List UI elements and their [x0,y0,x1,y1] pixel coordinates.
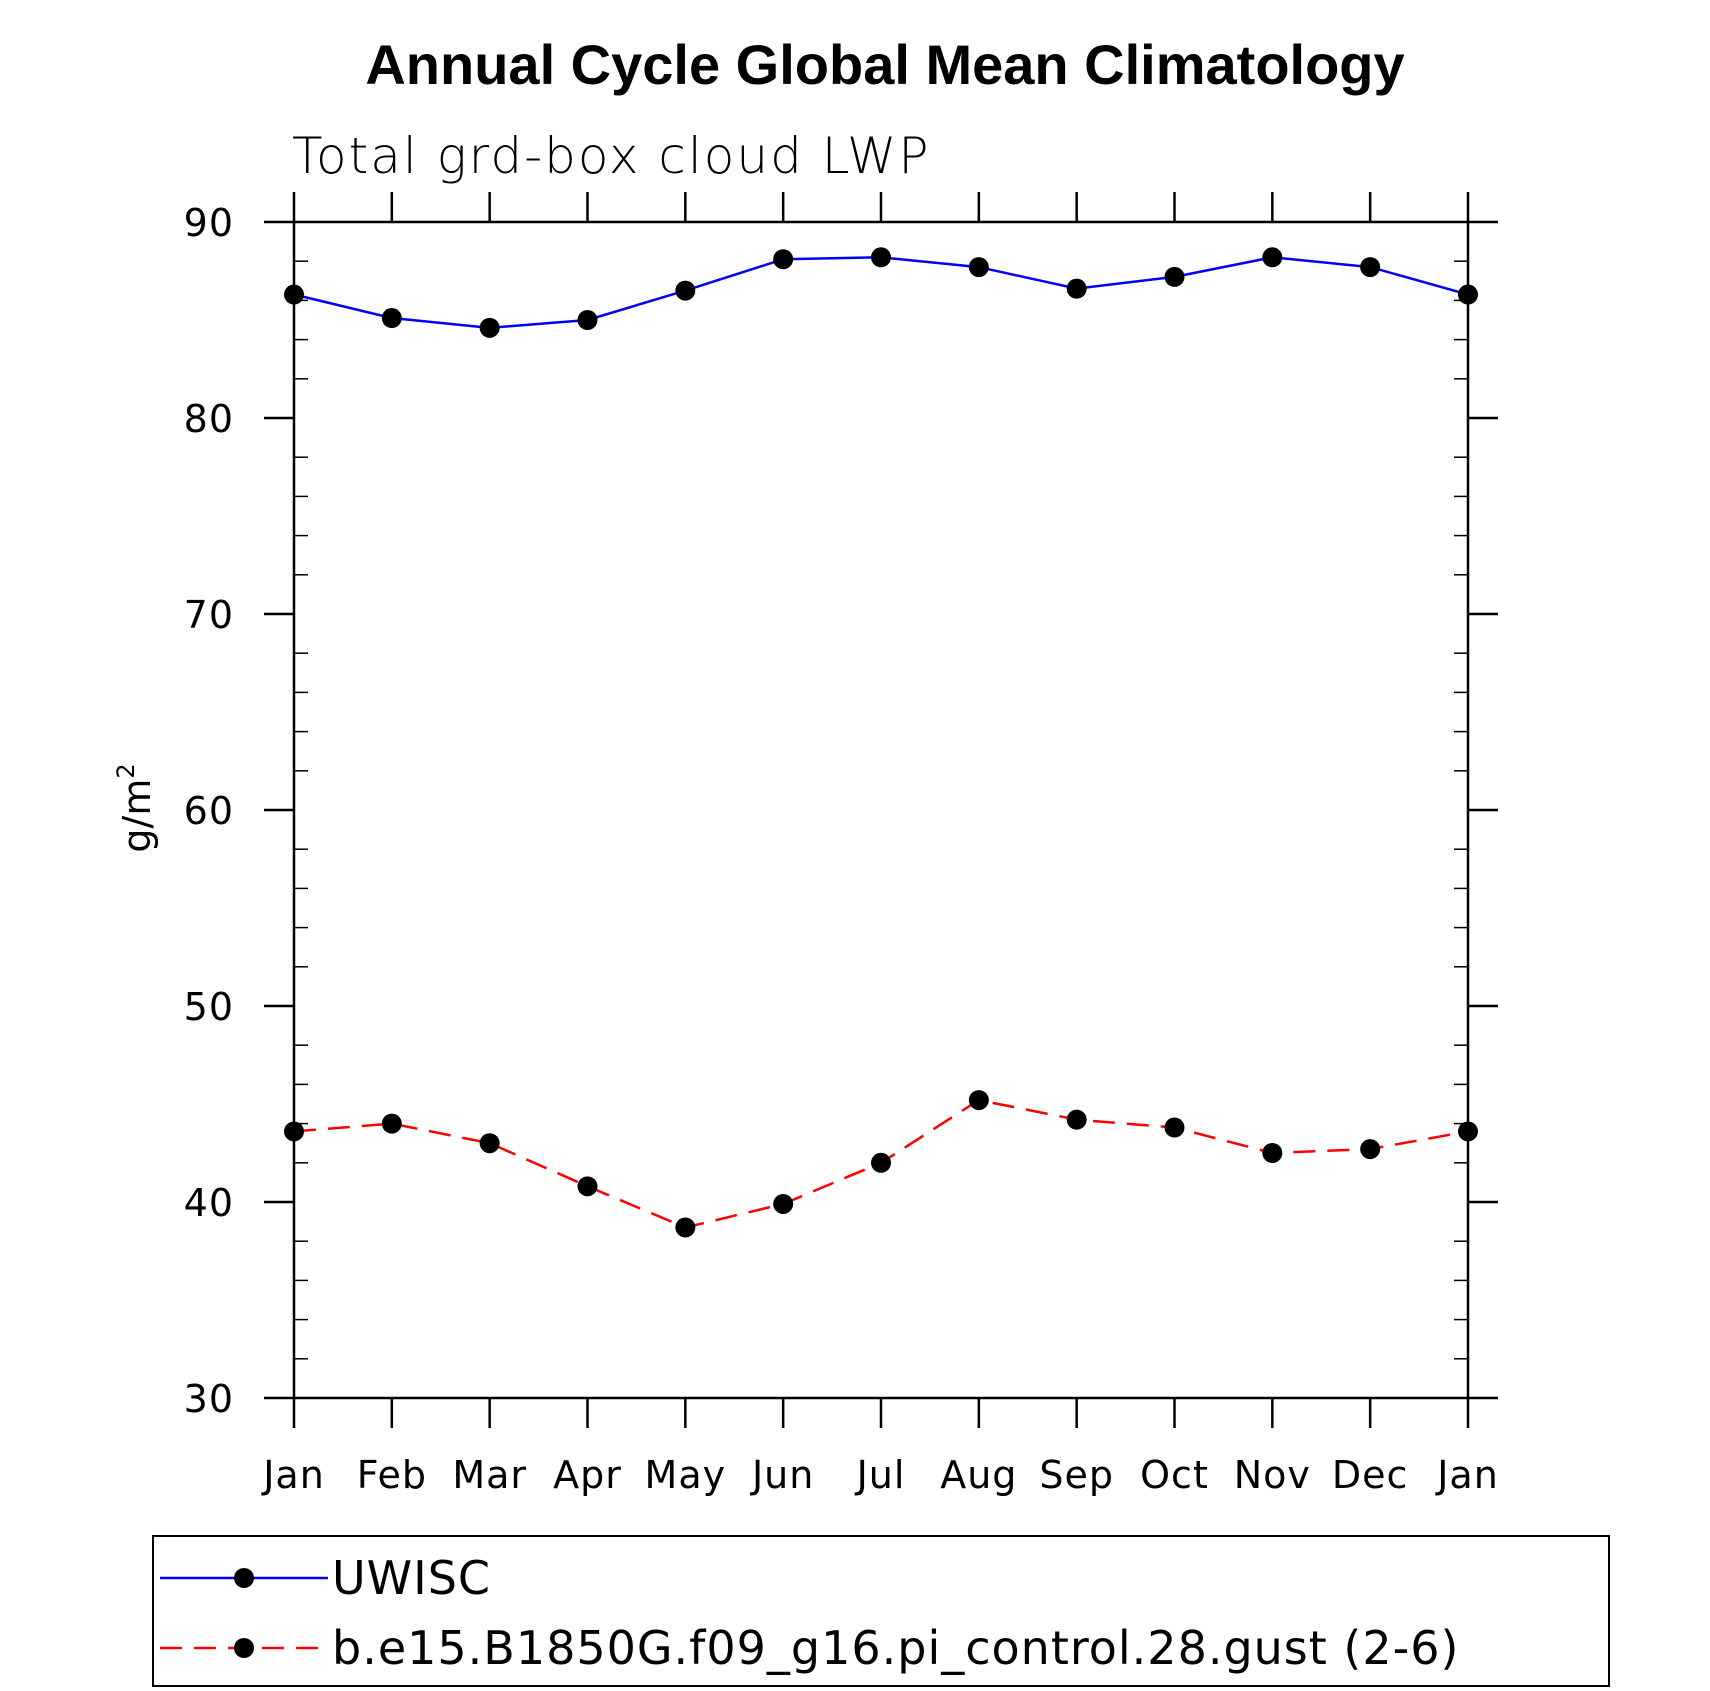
series-1-point [871,247,891,268]
x-tick-labels: Jan Feb Mar Apr May Jun Jul Aug Sep Oct Nov Dec Jan [261,1453,1499,1497]
y-axis-label-superscript: 2 [112,763,140,778]
x-tick-label: Mar [452,1453,527,1497]
series-1-point [577,310,598,330]
chart-subtitle: Total grd-box cloud LWP [292,127,931,185]
legend: UWISC b.e15.B1850G.f09_g16.pi_control.28.… [152,1535,1610,1687]
x-tick-label: Dec [1332,1453,1409,1497]
series-1 [284,247,1478,338]
series-1-point [381,308,402,329]
series-1-point [675,280,696,301]
series-layer [284,247,1478,1238]
axes [264,192,1498,1428]
series-2-point [381,1113,402,1134]
series-2-point [1360,1139,1381,1160]
chart-title: Annual Cycle Global Mean Climatology [365,33,1404,96]
x-tick-label: Aug [940,1453,1017,1497]
series-1-point [479,317,500,338]
legend-label-1: UWISC [332,1551,491,1605]
x-tick-label: May [645,1453,727,1497]
series-2-point [1458,1121,1478,1142]
x-tick-label: Oct [1140,1453,1209,1497]
y-axis-label-text: g/m [115,779,159,853]
series-2-point [773,1193,794,1214]
series-2-point [1164,1117,1185,1138]
series-2-point [577,1176,598,1197]
legend-marker-1 [234,1568,254,1588]
y-tick-label: 40 [184,1181,234,1225]
series-1-point [1164,266,1185,287]
series-1-point [1262,247,1283,268]
legend-items: UWISC b.e15.B1850G.f09_g16.pi_control.28.… [160,1551,1459,1675]
x-tick-label: Jun [750,1453,814,1497]
plot-frame [292,220,1470,1400]
x-tick-label: Feb [357,1453,427,1497]
series-1-point [773,249,794,270]
series-2-point [968,1090,989,1111]
legend-marker-2 [234,1638,254,1658]
x-tick-label: Jul [855,1453,906,1497]
series-2-point [871,1152,891,1173]
x-tick-label: Jan [261,1453,325,1497]
x-tick-label: Sep [1039,1453,1114,1497]
x-tick-label: Nov [1234,1453,1311,1497]
series-1-point [284,284,304,305]
series-2-point [284,1121,304,1142]
series-1-line [293,256,1469,330]
y-tick-label: 80 [184,397,234,441]
legend-frame [152,1535,1610,1687]
series-1-point [1360,257,1381,278]
x-tick-label: Apr [553,1453,622,1497]
y-tick-label: 90 [184,201,234,245]
series-1-point [968,257,989,278]
series-2 [284,1090,1478,1238]
legend-label-2: b.e15.B1850G.f09_g16.pi_control.28.gust … [332,1621,1459,1675]
y-tick-label: 30 [184,1377,234,1421]
y-tick-label: 50 [184,985,234,1029]
series-2-point [675,1217,696,1238]
y-tick-labels: 30 40 50 60 70 80 90 [184,201,234,1421]
series-2-point [1066,1109,1087,1130]
series-1-point [1066,278,1087,299]
y-tick-label: 70 [184,593,234,637]
y-axis-label: g/m2 [112,763,159,852]
y-tick-label: 60 [184,789,234,833]
series-1-point [1458,284,1478,305]
series-2-point [479,1133,500,1154]
series-2-point [1262,1143,1283,1163]
x-tick-label: Jan [1435,1453,1499,1497]
